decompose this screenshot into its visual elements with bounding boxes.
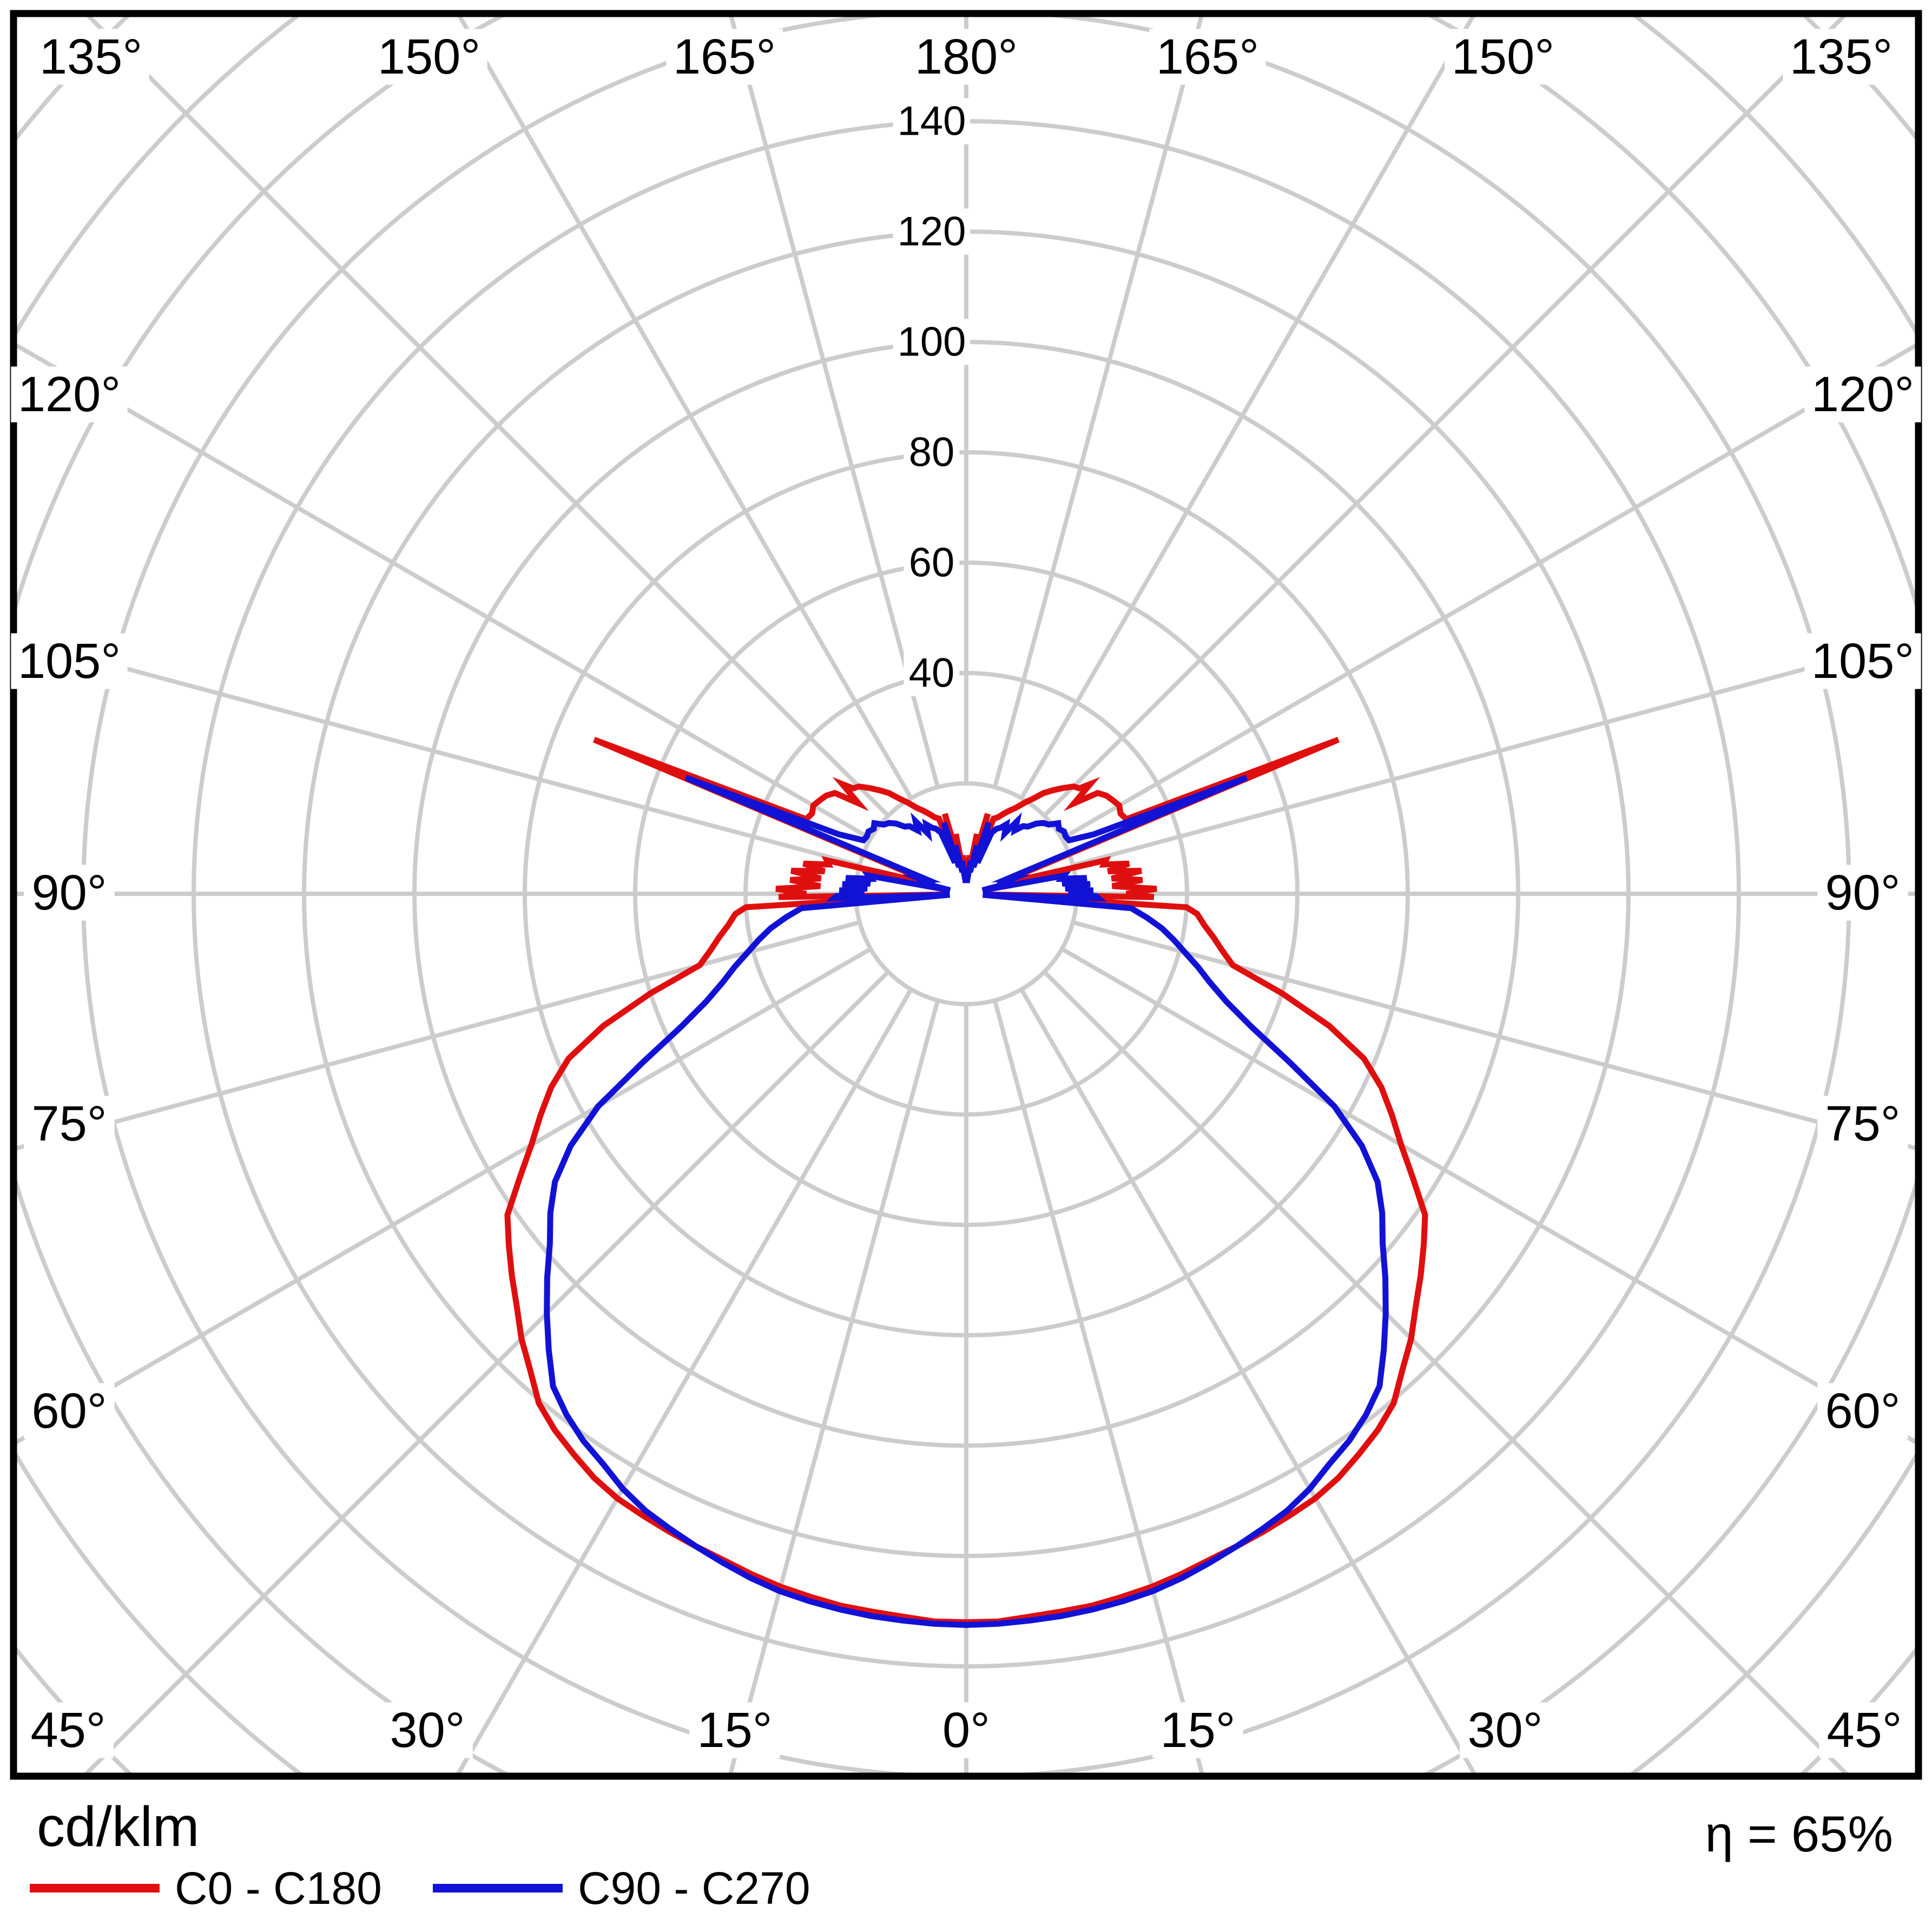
angle-label-top-3-bg (908, 29, 1025, 85)
radial-tick-label-60-bg (904, 539, 960, 586)
angle-label-right-2: 90° (1825, 865, 1900, 920)
angle-label-right-4-bg (1817, 1383, 1908, 1439)
angle-label-bottom-0-bg (23, 1702, 114, 1758)
angle-label-left-0: 120° (18, 367, 121, 422)
angle-label-right-3-bg (1817, 1096, 1908, 1152)
angle-label-top-4-bg (1149, 29, 1266, 85)
grid-spoke-60 (1060, 947, 1915, 1445)
grid-spoke-315 (84, 970, 890, 1773)
chart-frame (10, 10, 1922, 1780)
angle-label-left-0-bg (11, 366, 128, 423)
angle-label-top-2-bg (666, 29, 783, 85)
angle-label-right-3: 75° (1825, 1096, 1900, 1151)
grid-spoke-150 (1019, 17, 1475, 800)
angle-label-top-5: 150° (1452, 29, 1554, 84)
radial-tick-label-140: 140 (898, 98, 966, 144)
angle-label-bottom-5-bg (1460, 1702, 1551, 1758)
grid-spoke-45 (1043, 970, 1849, 1773)
angle-label-right-1-bg (1804, 633, 1921, 689)
angle-label-top-4: 165° (1156, 29, 1259, 84)
grid-spoke-195 (729, 17, 940, 788)
legend-item-c90-c270: C90 - C270 (433, 1856, 810, 1921)
grid-spoke-105 (1072, 637, 1915, 868)
angle-label-bottom-2-bg (689, 1702, 780, 1758)
angle-label-top-1: 150° (378, 29, 480, 84)
legend-label-c90-c270: C90 - C270 (578, 1862, 810, 1914)
radial-tick-label-100: 100 (898, 319, 966, 365)
angle-label-top-5-bg (1445, 29, 1561, 85)
radial-tick-label-80-bg (904, 429, 960, 476)
angle-label-bottom-6: 45° (1827, 1703, 1902, 1758)
radial-tick-label-100-bg (893, 319, 971, 365)
angle-label-top-2: 165° (673, 29, 776, 84)
angle-label-right-0-bg (1804, 366, 1921, 423)
angle-label-left-4-bg (24, 1383, 115, 1439)
angle-label-right-1: 105° (1811, 634, 1914, 689)
radial-tick-label-60: 60 (909, 540, 955, 586)
legend-swatch-c0-c180 (30, 1884, 160, 1893)
angle-label-right-2-bg (1817, 865, 1908, 921)
radial-tick-label-40: 40 (909, 650, 955, 696)
grid-spoke-255 (17, 637, 860, 868)
radial-tick-label-120: 120 (898, 209, 966, 255)
angle-label-left-2-bg (24, 865, 115, 921)
radial-tick-label-120-bg (893, 208, 971, 255)
angle-label-bottom-3: 0° (942, 1703, 990, 1758)
grid-spoke-15 (992, 1000, 1204, 1773)
grid-spoke-30 (1019, 988, 1476, 1773)
grid-spoke-300 (17, 947, 872, 1445)
angle-label-left-3: 75° (31, 1096, 107, 1151)
efficiency-label: η = 65% (1705, 1805, 1893, 1862)
legend-swatch-c90-c270 (433, 1884, 563, 1893)
angle-label-right-4: 60° (1825, 1383, 1900, 1439)
radial-tick-label-40-bg (904, 650, 960, 696)
legend-label-c0-c180: C0 - C180 (175, 1862, 382, 1914)
angle-label-bottom-4-bg (1152, 1702, 1243, 1758)
angle-label-bottom-1-bg (382, 1702, 473, 1758)
angle-label-left-2: 90° (31, 865, 107, 920)
radial-tick-label-140-bg (893, 98, 971, 144)
angle-label-left-4: 60° (31, 1383, 107, 1439)
angle-label-top-0-bg (32, 29, 149, 85)
grid-spoke-345 (728, 1000, 940, 1773)
angle-label-top-3: 180° (915, 29, 1018, 84)
grid-spoke-330 (456, 988, 913, 1773)
unit-label: cd/klm (37, 1796, 200, 1858)
angle-label-bottom-3-bg (934, 1702, 999, 1758)
angle-label-top-1-bg (371, 29, 487, 85)
angle-label-top-6-bg (1783, 29, 1900, 85)
angle-label-bottom-0: 45° (30, 1703, 105, 1758)
grid-spoke-165 (992, 17, 1204, 788)
angle-label-top-6: 135° (1790, 29, 1893, 84)
grid-spoke-75 (1072, 920, 1915, 1151)
angle-label-bottom-4: 15° (1160, 1703, 1235, 1758)
grid-spoke-135 (1043, 17, 1847, 817)
angle-label-left-1: 105° (18, 634, 121, 689)
legend-item-c0-c180: C0 - C180 (30, 1856, 382, 1921)
curve-c90-c270 (544, 775, 1389, 1628)
angle-label-left-3-bg (24, 1096, 115, 1152)
grid-spoke-120 (1060, 343, 1915, 841)
angle-label-bottom-5: 30° (1467, 1703, 1542, 1758)
grid-spoke-285 (17, 920, 860, 1151)
radial-tick-label-80: 80 (909, 430, 955, 476)
angle-label-top-0: 135° (39, 29, 142, 84)
angle-label-bottom-2: 15° (697, 1703, 772, 1758)
angle-label-bottom-1: 30° (390, 1703, 465, 1758)
grid-spoke-240 (17, 343, 872, 841)
angle-label-left-1-bg (11, 633, 128, 689)
angle-label-right-0: 120° (1811, 367, 1914, 422)
angle-label-bottom-6-bg (1819, 1702, 1910, 1758)
grid-spoke-225 (86, 17, 890, 817)
grid-spoke-210 (457, 17, 913, 800)
